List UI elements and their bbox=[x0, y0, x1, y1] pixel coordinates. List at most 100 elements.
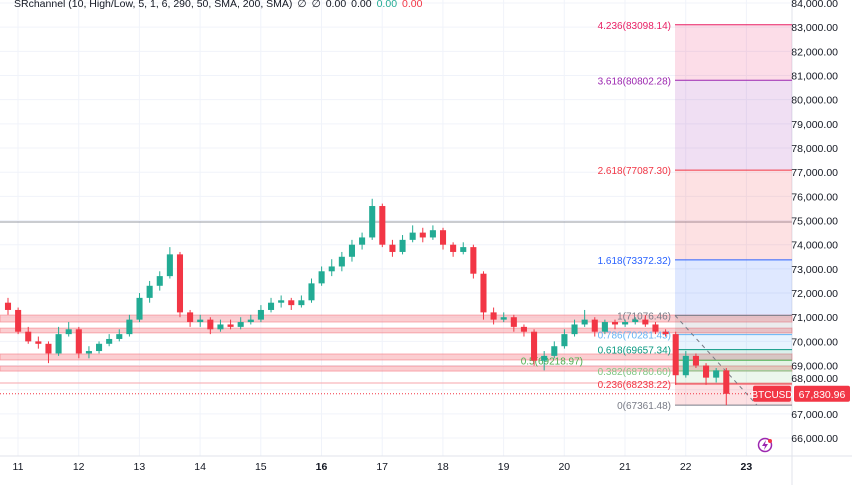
candle bbox=[409, 225, 416, 243]
time-tick-label: 23 bbox=[741, 461, 753, 473]
sr-zone bbox=[0, 365, 793, 372]
candle bbox=[662, 329, 669, 337]
candle-body bbox=[672, 334, 679, 376]
fib-zone bbox=[675, 334, 792, 350]
candle bbox=[460, 242, 467, 255]
price-tick-label: 74,000.00 bbox=[791, 240, 838, 252]
sr-zone bbox=[0, 327, 793, 334]
indicator-name: SRchannel (10, High/Low, 5, 1, 6, 290, 5… bbox=[14, 0, 293, 10]
price-tick-label: 73,000.00 bbox=[791, 264, 838, 276]
candle bbox=[480, 271, 487, 320]
candle bbox=[359, 232, 366, 250]
candle-body bbox=[500, 317, 507, 320]
fib-level-label: 0.5(69218.97) bbox=[521, 356, 583, 367]
candle-body bbox=[531, 331, 538, 361]
candle-body bbox=[551, 346, 558, 356]
candle-body bbox=[419, 232, 426, 238]
candle bbox=[227, 319, 234, 330]
candle-body bbox=[338, 256, 345, 267]
sr-zone bbox=[0, 353, 793, 361]
price-tick-label: 68,000.00 bbox=[791, 373, 838, 385]
candle-body bbox=[217, 324, 224, 330]
fib-level-label: 4.236(83098.14) bbox=[598, 21, 671, 32]
candle bbox=[45, 341, 52, 364]
last-price-badge bbox=[794, 385, 850, 402]
price-tick-label: 82,000.00 bbox=[791, 46, 838, 58]
candle-body bbox=[278, 300, 285, 303]
price-tick-label: 83,000.00 bbox=[791, 22, 838, 34]
candle-body bbox=[25, 331, 32, 342]
candle-body bbox=[35, 341, 42, 344]
candle-body bbox=[662, 331, 669, 335]
lightning-icon-ring bbox=[757, 437, 773, 453]
candle-body bbox=[96, 343, 103, 352]
price-tick-label: 79,000.00 bbox=[791, 119, 838, 131]
candle-body bbox=[348, 244, 356, 257]
candle-body bbox=[723, 370, 730, 394]
candle bbox=[25, 326, 32, 344]
candle bbox=[672, 331, 679, 385]
notification-dot bbox=[768, 439, 772, 443]
candle-body bbox=[197, 319, 204, 323]
candle-body bbox=[85, 351, 92, 354]
price-tick-label: 81,000.00 bbox=[791, 71, 838, 83]
candle-body bbox=[713, 370, 720, 378]
candle bbox=[156, 271, 163, 291]
candle-body bbox=[703, 365, 710, 378]
candle-body bbox=[439, 230, 447, 245]
candle bbox=[581, 309, 588, 327]
candle-body bbox=[642, 319, 649, 325]
candle bbox=[682, 351, 689, 378]
candle-body bbox=[369, 206, 376, 238]
time-tick-label: 17 bbox=[376, 461, 388, 473]
candle-body bbox=[126, 319, 133, 335]
candle-body bbox=[571, 324, 578, 335]
candle-body bbox=[409, 232, 416, 240]
candle bbox=[278, 295, 285, 308]
candle bbox=[369, 198, 376, 240]
candle bbox=[106, 334, 113, 347]
candle-body bbox=[510, 317, 517, 327]
candle-body bbox=[611, 322, 619, 325]
indicator-legend[interactable]: SRchannel (10, High/Low, 5, 1, 6, 290, 5… bbox=[14, 0, 427, 10]
candle bbox=[419, 227, 426, 243]
candle-body bbox=[176, 254, 184, 313]
candle-body bbox=[106, 338, 113, 344]
candle-body bbox=[308, 283, 315, 301]
candle-body bbox=[237, 322, 244, 327]
candle bbox=[348, 239, 356, 262]
candle-body bbox=[490, 312, 497, 320]
indicator-value: 0.00 bbox=[351, 0, 372, 10]
candle bbox=[207, 317, 214, 335]
candle bbox=[267, 297, 275, 313]
fib-zone bbox=[675, 349, 792, 361]
indicator-glyph: ∅ bbox=[297, 0, 307, 10]
candle bbox=[611, 319, 619, 330]
candle bbox=[15, 307, 22, 335]
candle bbox=[520, 324, 527, 337]
time-tick-label: 19 bbox=[498, 461, 510, 473]
candle bbox=[723, 367, 730, 406]
candle bbox=[187, 309, 194, 327]
fib-level-label: 0.618(69657.34) bbox=[598, 346, 671, 357]
time-tick-label: 14 bbox=[194, 461, 206, 473]
candle bbox=[257, 305, 264, 323]
price-tick-label: 71,000.00 bbox=[791, 312, 838, 324]
candle-body bbox=[470, 247, 477, 274]
price-tick-label: 78,000.00 bbox=[791, 143, 838, 155]
fib-level-label: 2.618(77087.30) bbox=[598, 166, 671, 177]
candle bbox=[308, 278, 315, 303]
fib-zone bbox=[675, 315, 792, 335]
fib-zone bbox=[675, 80, 792, 171]
price-tick-label: 76,000.00 bbox=[791, 191, 838, 203]
lightning-icon[interactable] bbox=[757, 437, 773, 453]
fib-level-label: 1(71076.46) bbox=[617, 311, 671, 322]
time-tick-label: 13 bbox=[134, 461, 146, 473]
price-tick-label: 67,000.00 bbox=[791, 409, 838, 421]
candle bbox=[298, 295, 305, 308]
candle bbox=[247, 314, 254, 325]
candle bbox=[379, 203, 386, 248]
candle-body bbox=[298, 300, 305, 306]
fib-zone bbox=[675, 170, 792, 260]
